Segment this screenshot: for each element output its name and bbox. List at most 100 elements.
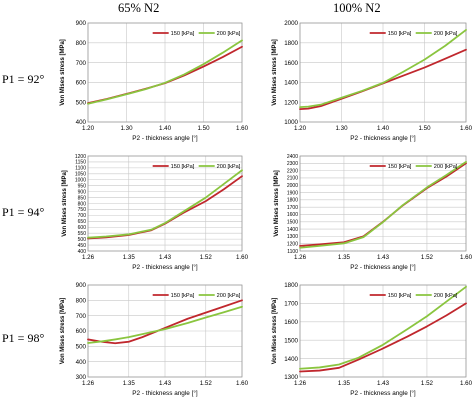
legend-label: 150 [kPa]: [171, 293, 195, 299]
x-tick-label: 1.43: [159, 254, 172, 261]
y-tick-label: 2200: [287, 168, 298, 174]
legend-label: 150 [kPa]: [388, 164, 412, 170]
y-tick-label: 1400: [284, 80, 298, 87]
series-line-200-kpa: [299, 29, 467, 109]
x-tick-label: 1.35: [123, 380, 136, 387]
series-line-150-kpa: [299, 302, 467, 373]
x-tick-label: 1.60: [460, 254, 473, 261]
y-tick-label: 500: [78, 237, 87, 243]
y-tick-label: 1700: [287, 205, 298, 211]
y-tick-label: 950: [78, 183, 87, 189]
y-tick-label: 1000: [284, 119, 298, 126]
series-line-200-kpa: [87, 305, 243, 344]
legend-label: 200 [kPa]: [217, 31, 241, 37]
y-tick-label: 2400: [287, 154, 298, 160]
row-label-98: P1 = 98°: [2, 331, 45, 345]
x-tick-label: 1.26: [82, 254, 95, 261]
y-axis-label: Von Mises stress [MPa]: [272, 39, 278, 106]
x-tick-label: 1.35: [338, 254, 351, 261]
y-tick-label: 2300: [287, 161, 298, 167]
chart-65n2-p1-98: 300 400 500 600 700 800 900 1.26 1.35 1.43 1.52 1.6…: [60, 282, 249, 397]
y-tick-label: 1800: [284, 282, 298, 289]
x-tick-label: 1.43: [377, 254, 390, 261]
series-line-200-kpa: [87, 169, 243, 239]
x-tick-label: 1.50: [197, 125, 210, 132]
chart-100n2-p1-98: 1300 1400 1500 1600 1700 1800 1.26 1.35 1.43 1.52…: [272, 282, 473, 397]
chart-100n2-p1-92: 1000 1200 1400 1600 1800 2000 1.20 1.30 1.40 1.50…: [272, 20, 473, 142]
series-line-200-kpa: [299, 160, 467, 249]
y-tick-label: 1800: [287, 198, 298, 204]
legend-label: 200 [kPa]: [434, 164, 458, 170]
legend-label: 150 [kPa]: [171, 31, 195, 37]
plot-frame: [87, 22, 243, 123]
plot-frame: [299, 284, 467, 378]
y-tick-label: 300: [76, 374, 87, 381]
y-tick-label: 500: [76, 344, 87, 351]
y-tick-label: 1500: [287, 220, 298, 226]
y-tick-label: 1100: [287, 249, 298, 255]
plot-frame: [299, 155, 467, 252]
y-tick-label: 450: [78, 243, 87, 249]
x-axis-label: P2 - thickness angle [°]: [132, 389, 198, 397]
y-tick-label: 2000: [287, 183, 298, 189]
y-tick-label: 500: [76, 99, 87, 106]
x-axis-label: P2 - thickness angle [°]: [132, 263, 198, 271]
y-tick-label: 2100: [287, 176, 298, 182]
y-tick-label: 400: [76, 119, 87, 126]
y-tick-label: 600: [76, 80, 87, 87]
legend-label: 150 [kPa]: [171, 164, 195, 170]
y-tick-label: 1300: [287, 234, 298, 240]
y-tick-label: 900: [76, 282, 87, 289]
x-axis-label: P2 - thickness angle [°]: [350, 263, 416, 271]
y-tick-label: 1400: [284, 356, 298, 363]
x-tick-label: 1.52: [200, 380, 213, 387]
x-tick-label: 1.26: [294, 254, 307, 261]
x-axis-label: P2 - thickness angle [°]: [350, 134, 416, 142]
y-tick-label: 1200: [284, 99, 298, 106]
x-tick-label: 1.30: [120, 125, 133, 132]
y-tick-label: 1800: [284, 40, 298, 47]
y-tick-label: 600: [76, 328, 87, 335]
plot-frame: [87, 284, 243, 378]
x-tick-label: 1.26: [294, 380, 307, 387]
y-axis-label: Von Mises stress [MPa]: [272, 298, 278, 365]
x-tick-label: 1.60: [236, 380, 249, 387]
y-tick-label: 1400: [287, 227, 298, 233]
column-title-65: 65% N2: [118, 1, 160, 15]
y-tick-label: 1150: [75, 160, 86, 166]
y-tick-label: 850: [78, 195, 87, 201]
column-title-100: 100% N2: [333, 1, 381, 15]
x-tick-label: 1.60: [236, 254, 249, 261]
series-line-200-kpa: [299, 285, 467, 370]
x-axis-label: P2 - thickness angle [°]: [350, 389, 416, 397]
chart-65n2-p1-92: 400 500 600 700 800 900 1.20 1.30 1.40 1.50 1.60 P2…: [60, 20, 249, 142]
x-tick-label: 1.60: [460, 380, 473, 387]
plot-frame: [299, 22, 467, 123]
series-line-200-kpa: [87, 39, 243, 105]
row-label-92: P1 = 92°: [2, 72, 45, 86]
x-tick-label: 1.52: [421, 380, 434, 387]
x-tick-label: 1.43: [377, 380, 390, 387]
y-tick-label: 1000: [75, 178, 86, 184]
y-tick-label: 900: [78, 189, 87, 195]
x-tick-label: 1.52: [200, 254, 213, 261]
x-axis-label: P2 - thickness angle [°]: [132, 134, 198, 142]
x-tick-label: 1.26: [82, 380, 95, 387]
y-tick-label: 750: [78, 207, 87, 213]
x-tick-label: 1.60: [236, 125, 249, 132]
y-tick-label: 1200: [287, 241, 298, 247]
y-axis-label: Von Mises stress [MPa]: [60, 39, 66, 106]
y-tick-label: 800: [78, 201, 87, 207]
y-tick-label: 1600: [284, 60, 298, 67]
y-tick-label: 1100: [75, 166, 86, 172]
x-tick-label: 1.35: [123, 254, 136, 261]
y-tick-label: 700: [76, 313, 87, 320]
legend-label: 200 [kPa]: [434, 293, 458, 299]
y-tick-label: 700: [78, 213, 87, 219]
y-tick-label: 1200: [75, 154, 86, 160]
row-label-94: P1 = 94°: [2, 205, 45, 219]
x-tick-label: 1.50: [418, 125, 431, 132]
x-tick-label: 1.40: [159, 125, 172, 132]
y-tick-label: 700: [76, 60, 87, 67]
x-tick-label: 1.20: [294, 125, 307, 132]
